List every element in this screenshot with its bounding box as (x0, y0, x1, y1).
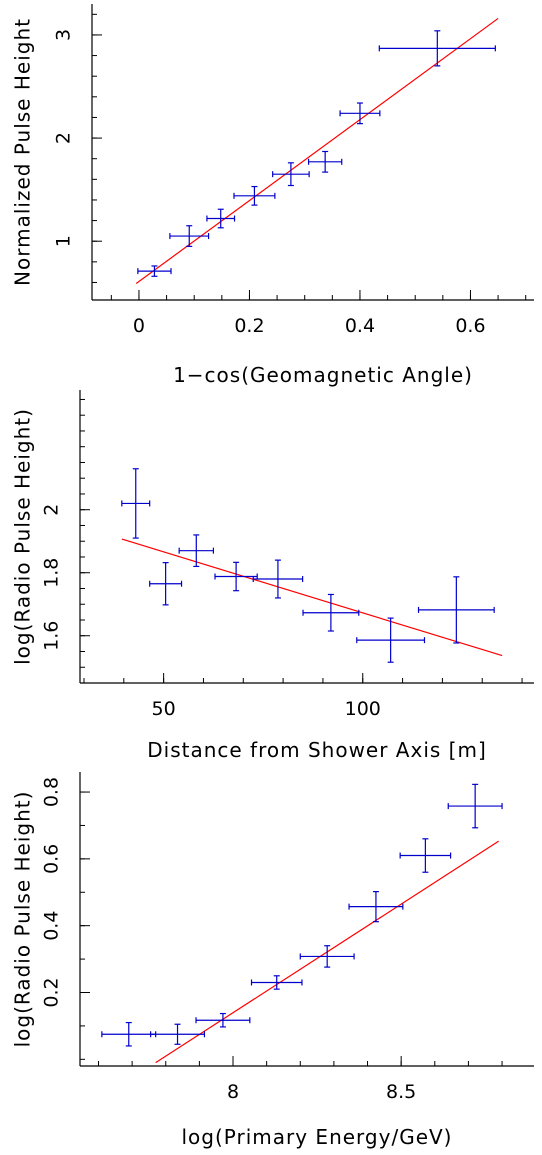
data-point (101, 1021, 157, 1047)
data-point (137, 265, 172, 277)
data-point (178, 534, 215, 568)
y-tick-label: 0.4 (41, 911, 63, 941)
data-point (339, 102, 381, 125)
y-tick-label: 1.6 (41, 621, 63, 651)
x-tick-label: 8.5 (386, 1081, 416, 1103)
x-tick-label: 0.2 (234, 315, 264, 337)
data-point (399, 838, 452, 873)
x-axis-title: Distance from Shower Axis [m] (147, 738, 487, 762)
panel-shower-axis-distance: 50 100 1.6 1.8 2 Distance from Shower Axis [m… (11, 390, 534, 762)
y-tick-label: 0.2 (41, 977, 63, 1007)
x-tick-label: 100 (345, 698, 381, 720)
y-tick-label: 1.8 (41, 558, 63, 588)
x-tick-label: 0.6 (455, 315, 485, 337)
x-tick-label: 50 (152, 698, 176, 720)
data-point (233, 185, 276, 206)
x-axis-title: log(Primary Energy/GeV) (182, 1125, 453, 1149)
y-tick-label: 2 (41, 504, 63, 516)
y-tick-label: 3 (53, 29, 75, 41)
data-point (447, 783, 503, 829)
data-point (149, 562, 183, 606)
data-point (121, 468, 151, 539)
data-point (214, 561, 258, 592)
y-tick-label: 0.8 (41, 777, 63, 807)
data-point (195, 1012, 251, 1028)
data-point (250, 975, 303, 990)
fit-line (135, 17, 499, 284)
fit-line (121, 538, 503, 657)
panel-primary-energy: 8 8.5 0.2 0.4 0.6 0.8 log(Primary Energy/GeV) l… (11, 772, 534, 1149)
y-axis-title: log(Radio Pulse Height) (11, 408, 35, 665)
y-axis-title: log(Radio Pulse Height) (11, 791, 35, 1048)
y-axis-title: Normalized Pulse Height (11, 18, 35, 286)
y-tick-label: 1 (53, 235, 75, 247)
x-tick-label: 0.4 (345, 315, 375, 337)
data-point (302, 593, 360, 632)
x-tick-label: 8 (227, 1081, 239, 1103)
data-point (356, 617, 426, 663)
data-point (169, 225, 210, 247)
panel-geomagnetic-angle: 0 0.2 0.4 0.6 1 2 3 1−cos(Geomagnetic Angle) Nor… (11, 4, 534, 387)
data-point (299, 945, 355, 968)
x-tick-label: 0 (133, 315, 145, 337)
y-tick-label: 2 (53, 132, 75, 144)
data-point (272, 162, 310, 187)
data-point (150, 1023, 206, 1045)
data-point (348, 891, 404, 923)
y-tick-label: 0.6 (41, 844, 63, 874)
data-point (252, 559, 304, 599)
data-point (378, 30, 496, 67)
data-point (307, 150, 343, 173)
data-point (206, 208, 236, 229)
x-axis-title: 1−cos(Geomagnetic Angle) (173, 363, 473, 387)
data-point (417, 576, 495, 644)
